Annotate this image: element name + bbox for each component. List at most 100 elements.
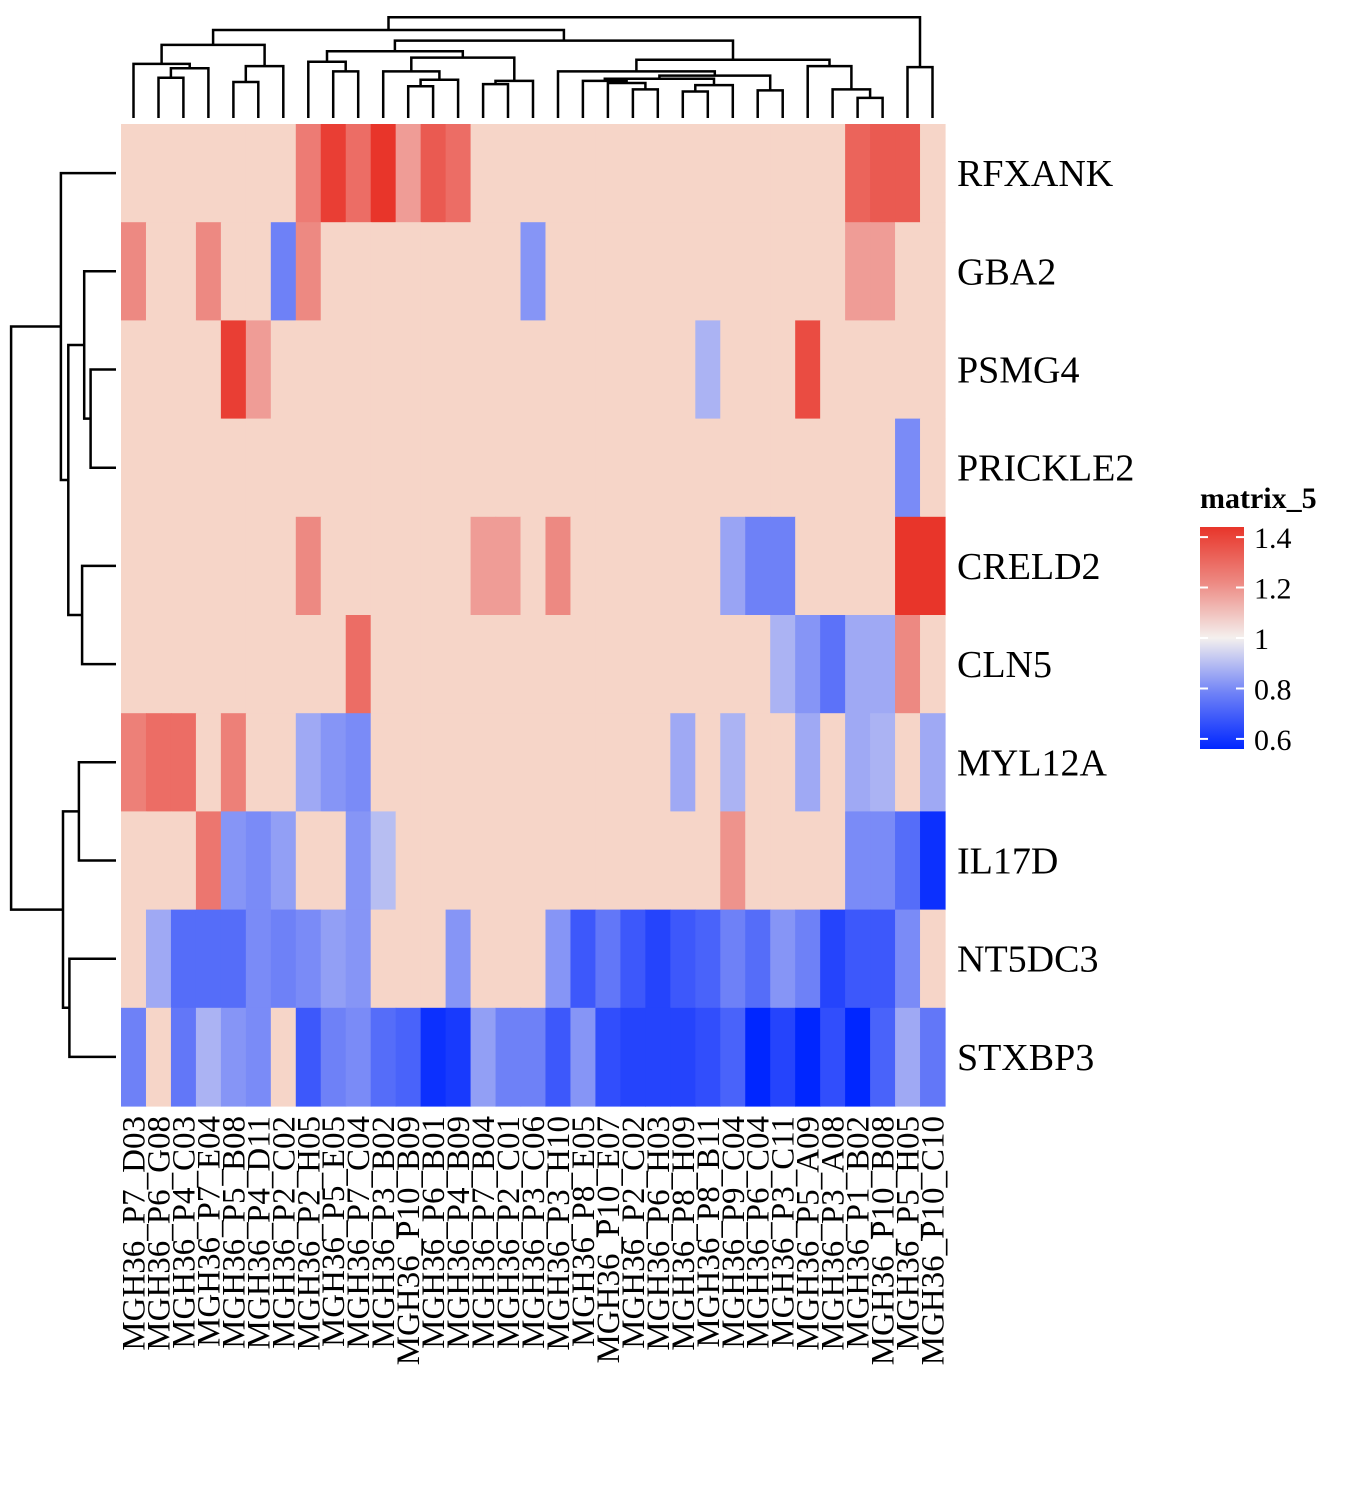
heatmap-cell [170, 124, 197, 223]
heatmap-cell [645, 418, 671, 518]
heatmap-cell [645, 811, 671, 911]
heatmap-cell [145, 222, 172, 321]
column-label: MGH36_P2_C01 [491, 1116, 527, 1349]
heatmap-cells [121, 124, 946, 1107]
heatmap-cell [520, 222, 547, 321]
heatmap-cell [720, 909, 746, 1009]
heatmap-cell [145, 713, 172, 812]
heatmap-cell [445, 516, 472, 616]
heatmap-cell [595, 615, 621, 714]
heatmap-cell [145, 1007, 172, 1107]
dendrogram-branch [331, 70, 360, 118]
heatmap-cell [745, 124, 771, 223]
column-label: MGH36_P1_B02 [841, 1116, 877, 1349]
heatmap-cell [270, 1007, 297, 1107]
heatmap-cell [545, 713, 572, 812]
heatmap-cell [545, 222, 572, 321]
heatmap-cell [145, 615, 172, 714]
dendrogram-branch [82, 270, 116, 420]
heatmap-cell [320, 418, 347, 518]
row-label: NT5DC3 [957, 939, 1098, 981]
heatmap-cell [195, 615, 222, 714]
heatmap-cell [895, 222, 921, 321]
heatmap-cell [545, 1007, 572, 1107]
dendrogram-branch [635, 58, 831, 72]
dendrogram-branch [77, 761, 116, 862]
heatmap-cell [770, 615, 796, 714]
heatmap-cell [520, 124, 547, 223]
column-label: MGH36_P2_C02 [616, 1116, 652, 1349]
heatmap-cell [795, 418, 821, 518]
dendrogram-branch [681, 90, 710, 118]
heatmap-cell [795, 516, 821, 616]
heatmap-cell [245, 222, 272, 321]
dendrogram-branch [157, 76, 185, 118]
dendrogram-branch [410, 56, 516, 81]
heatmap-cell [170, 320, 197, 420]
column-label: MGH36_P7_C04 [341, 1116, 377, 1349]
heatmap-cell [320, 811, 347, 911]
heatmap-cell [195, 222, 222, 321]
heatmap-cell [320, 615, 347, 714]
heatmap-cell [121, 222, 147, 321]
heatmap-cell [820, 811, 846, 911]
column-label: MGH36_P5_H05 [891, 1116, 927, 1351]
heatmap-cell [320, 909, 347, 1009]
heatmap-cell [620, 418, 646, 518]
heatmap-cell [295, 811, 322, 911]
dendrogram-branch [756, 89, 784, 118]
heatmap-cell [895, 615, 921, 714]
heatmap-cell [295, 516, 322, 616]
heatmap-cell [195, 124, 222, 223]
heatmap-cell [220, 1007, 247, 1107]
heatmap-cell [570, 418, 597, 518]
heatmap-cell [645, 516, 671, 616]
heatmap-cell [795, 1007, 821, 1107]
column-label: MGH36_P10_B08 [866, 1116, 902, 1365]
heatmap-cell [745, 320, 771, 420]
heatmap-cell [270, 124, 297, 223]
heatmap-cell [670, 222, 696, 321]
heatmap-cell [245, 516, 272, 616]
heatmap-cell [220, 320, 247, 420]
heatmap-cell [595, 516, 621, 616]
heatmap-cell [820, 516, 846, 616]
heatmap-cell [545, 320, 572, 420]
heatmap-cell [720, 713, 746, 812]
column-label: MGH36_P3_H10 [541, 1116, 577, 1351]
heatmap-cell [745, 615, 771, 714]
column-label: MGH36_P4_B09 [441, 1116, 477, 1349]
heatmap-cell [645, 713, 671, 812]
dendrogram-branch [387, 16, 922, 68]
column-label: MGH36_P3_B02 [366, 1116, 402, 1349]
legend-tick-label: 1 [1254, 623, 1269, 656]
heatmap-cell [595, 418, 621, 518]
heatmap-cell [520, 909, 547, 1009]
dendrogram-branch [9, 325, 63, 911]
heatmap-cell [895, 516, 921, 616]
heatmap-cell [870, 909, 896, 1009]
column-label: MGH36_P8_B11 [691, 1116, 727, 1348]
heatmap-cell [595, 1007, 621, 1107]
heatmap-cell [895, 418, 921, 518]
heatmap-cell [745, 811, 771, 911]
heatmap-cell [920, 516, 946, 616]
heatmap-cell [695, 713, 721, 812]
heatmap-cell [145, 418, 172, 518]
heatmap-cell [695, 516, 721, 616]
heatmap-cell [320, 1007, 347, 1107]
heatmap-cell [170, 418, 197, 518]
heatmap-cell [520, 516, 547, 616]
column-label: MGH36_P2_H05 [291, 1116, 327, 1351]
heatmap-cell [920, 811, 946, 911]
heatmap-cell [745, 909, 771, 1009]
heatmap-cell [420, 516, 447, 616]
heatmap-cell [345, 516, 372, 616]
heatmap-cell [845, 418, 871, 518]
heatmap-cell [445, 418, 472, 518]
heatmap-cell [620, 516, 646, 616]
heatmap-cell [870, 615, 896, 714]
heatmap-cell [295, 222, 322, 321]
row-label: RFXANK [957, 153, 1114, 195]
heatmap-cell [195, 320, 222, 420]
